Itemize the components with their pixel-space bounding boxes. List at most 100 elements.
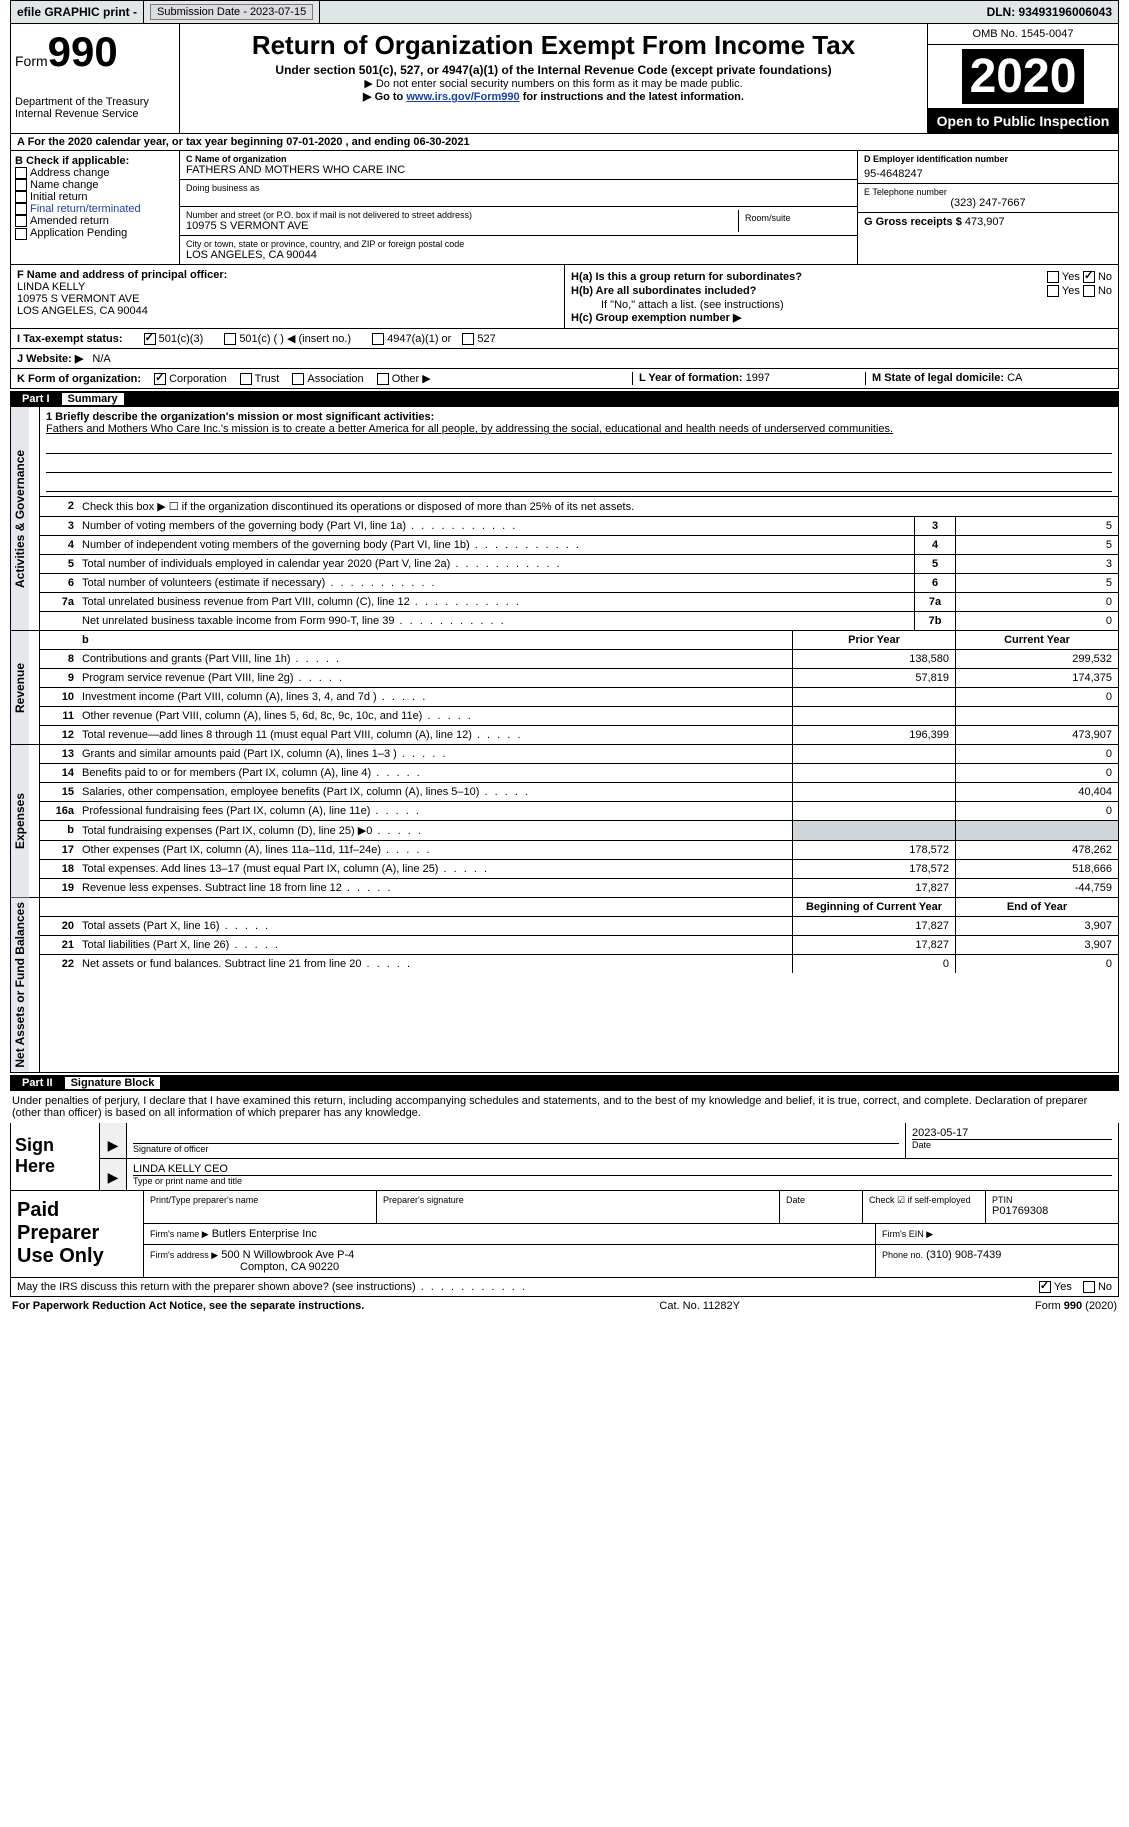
chk-address-change[interactable]: [15, 167, 27, 179]
officer-addr1: 10975 S VERMONT AVE: [17, 293, 558, 305]
part2-label: Part II: [16, 1077, 59, 1089]
note-go-b: for instructions and the latest informat…: [520, 91, 744, 103]
chk-name-change[interactable]: [15, 179, 27, 191]
room-label: Room/suite: [745, 213, 845, 223]
form-number: 990: [48, 28, 118, 75]
chk-ha-yes[interactable]: [1047, 271, 1059, 283]
table-row: Benefits paid to or for members (Part IX…: [78, 764, 792, 782]
col-current: Current Year: [955, 631, 1118, 649]
city-label: City or town, state or province, country…: [186, 239, 851, 249]
dln: DLN: 93493196006043: [981, 1, 1118, 23]
table-row: Investment income (Part VIII, column (A)…: [78, 688, 792, 706]
chk-assoc[interactable]: [292, 373, 304, 385]
hb-note: If "No," attach a list. (see instruction…: [571, 299, 1112, 311]
part1-label: Part I: [16, 393, 56, 405]
form-word: Form: [15, 53, 48, 69]
table-row: Other expenses (Part IX, column (A), lin…: [78, 841, 792, 859]
declaration: Under penalties of perjury, I declare th…: [10, 1091, 1119, 1123]
chk-501c3[interactable]: [144, 333, 156, 345]
chk-501c[interactable]: [224, 333, 236, 345]
chk-may-irs-yes[interactable]: [1039, 1281, 1051, 1293]
firm-phone: (310) 908-7439: [926, 1249, 1001, 1261]
table-row: Total number of individuals employed in …: [78, 555, 914, 573]
dept-2: Internal Revenue Service: [15, 108, 175, 120]
table-row: Total liabilities (Part X, line 26): [78, 936, 792, 954]
city-state-zip: LOS ANGELES, CA 90044: [186, 249, 851, 261]
chk-final-return[interactable]: [15, 203, 27, 215]
link-irs[interactable]: www.irs.gov/Form990: [406, 91, 519, 103]
hb-label: H(b) Are all subordinates included?: [571, 285, 756, 297]
year-formation: 1997: [746, 372, 770, 384]
table-row: Salaries, other compensation, employee b…: [78, 783, 792, 801]
chk-hb-no[interactable]: [1083, 285, 1095, 297]
chk-ha-no[interactable]: [1083, 271, 1095, 283]
form-header: Form990 Department of the Treasury Inter…: [10, 24, 1119, 134]
ha-label: H(a) Is this a group return for subordin…: [571, 271, 802, 283]
b-label: B Check if applicable:: [15, 155, 175, 167]
chk-application-pending[interactable]: [15, 228, 27, 240]
b-hdr: b: [78, 631, 792, 649]
hc-label: H(c) Group exemption number ▶: [571, 311, 1112, 324]
firm-addr1: 500 N Willowbrook Ave P-4: [221, 1249, 354, 1261]
chk-4947[interactable]: [372, 333, 384, 345]
part1-revenue: Revenue bPrior YearCurrent Year 8Contrib…: [10, 631, 1119, 745]
col-begin: Beginning of Current Year: [792, 898, 955, 916]
street-address: 10975 S VERMONT AVE: [186, 220, 738, 232]
e-label: E Telephone number: [864, 187, 1112, 197]
g-label: G Gross receipts $: [864, 216, 962, 228]
line2: Check this box ▶ ☐ if the organization d…: [78, 497, 1118, 516]
form-subtitle: Under section 501(c), 527, or 4947(a)(1)…: [184, 63, 923, 77]
chk-hb-yes[interactable]: [1047, 285, 1059, 297]
chk-trust[interactable]: [240, 373, 252, 385]
pra-notice: For Paperwork Reduction Act Notice, see …: [12, 1300, 364, 1312]
dept-1: Department of the Treasury: [15, 96, 175, 108]
part1-governance: Activities & Governance 1 Briefly descri…: [10, 407, 1119, 631]
chk-other[interactable]: [377, 373, 389, 385]
chk-amended[interactable]: [15, 215, 27, 227]
form-title: Return of Organization Exempt From Incom…: [184, 30, 923, 61]
note-ssn: ▶ Do not enter social security numbers o…: [184, 77, 923, 90]
table-row: Total fundraising expenses (Part IX, col…: [78, 821, 792, 840]
side-expenses: Expenses: [11, 745, 29, 897]
firm-name: Butlers Enterprise Inc: [212, 1228, 317, 1240]
omb: OMB No. 1545-0047: [928, 24, 1118, 45]
f-label: F Name and address of principal officer:: [17, 269, 558, 281]
officer-name-title: LINDA KELLY CEO: [133, 1163, 1112, 1176]
side-revenue: Revenue: [11, 631, 29, 744]
mission-label: 1 Briefly describe the organization's mi…: [46, 411, 1112, 423]
row-fh: F Name and address of principal officer:…: [10, 265, 1119, 329]
footer: For Paperwork Reduction Act Notice, see …: [10, 1297, 1119, 1315]
table-row: Number of independent voting members of …: [78, 536, 914, 554]
part1-expenses: Expenses 13Grants and similar amounts pa…: [10, 745, 1119, 898]
chk-initial-return[interactable]: [15, 191, 27, 203]
table-row: Number of voting members of the governin…: [78, 517, 914, 535]
table-row: Contributions and grants (Part VIII, lin…: [78, 650, 792, 668]
note-go-a: ▶ Go to: [363, 91, 406, 103]
table-row: Net unrelated business taxable income fr…: [78, 612, 914, 630]
open-to-public: Open to Public Inspection: [928, 109, 1118, 133]
ptin: P01769308: [992, 1205, 1112, 1217]
part2-title: Signature Block: [65, 1077, 161, 1089]
arrow-icon: ▶: [100, 1159, 127, 1190]
part1-netassets: Net Assets or Fund Balances Beginning of…: [10, 898, 1119, 1073]
sign-here-label: Sign Here: [11, 1123, 100, 1190]
phone: (323) 247-7667: [864, 197, 1112, 209]
org-name: FATHERS AND MOTHERS WHO CARE INC: [186, 164, 851, 176]
table-row: Total unrelated business revenue from Pa…: [78, 593, 914, 611]
chk-corp[interactable]: [154, 373, 166, 385]
gross-receipts: 473,907: [965, 216, 1005, 228]
website: N/A: [92, 353, 110, 365]
row-klm: K Form of organization: Corporation Trus…: [10, 369, 1119, 389]
chk-may-irs-no[interactable]: [1083, 1281, 1095, 1293]
chk-527[interactable]: [462, 333, 474, 345]
submission-date: Submission Date - 2023-07-15: [144, 1, 320, 23]
table-row: Total assets (Part X, line 16): [78, 917, 792, 935]
state-domicile: CA: [1007, 372, 1022, 384]
dba-label: Doing business as: [186, 183, 851, 193]
table-row: Professional fundraising fees (Part IX, …: [78, 802, 792, 820]
row-j: J Website: ▶ N/A: [10, 349, 1119, 369]
col-end: End of Year: [955, 898, 1118, 916]
addr-label: Number and street (or P.O. box if mail i…: [186, 210, 738, 220]
officer-addr2: LOS ANGELES, CA 90044: [17, 305, 558, 317]
firm-addr2: Compton, CA 90220: [240, 1261, 339, 1273]
